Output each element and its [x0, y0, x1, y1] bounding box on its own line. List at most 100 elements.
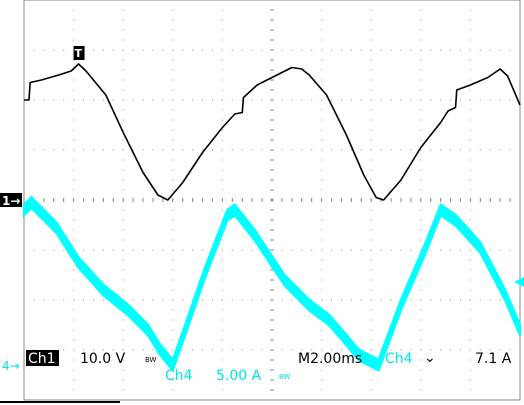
grid-dot [172, 239, 174, 241]
grid-dot [142, 99, 144, 101]
grid-dot [122, 39, 124, 41]
grid-dot [172, 179, 174, 181]
grid-dot [469, 39, 471, 41]
ch4-label: Ch4 [165, 368, 193, 384]
grid-dot [122, 269, 124, 271]
grid-dot [211, 299, 213, 301]
grid-dot [440, 99, 442, 101]
axis-tick [301, 198, 303, 202]
axis-tick [400, 198, 402, 202]
grid-dot [459, 49, 461, 51]
grid-dot [509, 49, 511, 51]
grid-dot [321, 9, 323, 11]
grid-dot [420, 169, 422, 171]
grid-dot [400, 149, 402, 151]
grid-dot [321, 289, 323, 291]
grid-dot [73, 209, 75, 211]
grid-dot [321, 369, 323, 371]
grid-dot [221, 289, 223, 291]
grid-dot [142, 249, 144, 251]
grid-dot [380, 49, 382, 51]
grid-dot [122, 89, 124, 91]
grid-dot [331, 49, 333, 51]
grid-dot [221, 29, 223, 31]
grid-dot [440, 249, 442, 251]
ch1-bandwidth-limit: BW [145, 356, 157, 364]
grid-dot [390, 249, 392, 251]
grid-dot [251, 49, 253, 51]
grid-dot [122, 259, 124, 261]
grid-dot [380, 99, 382, 101]
axis-tick [270, 359, 274, 361]
grid-dot [420, 229, 422, 231]
grid-dot [73, 359, 75, 361]
grid-dot [63, 349, 65, 351]
grid-dot [231, 49, 233, 51]
grid-dot [221, 139, 223, 141]
grid-dot [122, 59, 124, 61]
grid-dot [469, 109, 471, 111]
grid-dot [420, 329, 422, 331]
grid-dot [73, 279, 75, 281]
grid-dot [221, 319, 223, 321]
grid-dot [469, 69, 471, 71]
ch4-marker-label: 4→ [2, 359, 20, 373]
grid-dot [261, 99, 263, 101]
axis-tick [221, 198, 223, 202]
grid-dot [420, 269, 422, 271]
grid-dot [122, 369, 124, 371]
grid-dot [380, 299, 382, 301]
grid-dot [241, 49, 243, 51]
grid-dot [420, 189, 422, 191]
grid-dot [489, 149, 491, 151]
grid-dot [83, 99, 85, 101]
axis-tick [73, 198, 75, 202]
grid-dot [370, 49, 372, 51]
grid-dot [469, 189, 471, 191]
grid-dot [122, 139, 124, 141]
grid-dot [469, 49, 471, 51]
grid-dot [321, 229, 323, 231]
grid-dot [53, 49, 55, 51]
axis-tick [331, 198, 333, 202]
grid-dot [410, 249, 412, 251]
grid-dot [331, 299, 333, 301]
axis-tick [122, 198, 124, 202]
grid-dot [370, 259, 372, 261]
grid-dot [410, 299, 412, 301]
grid-dot [459, 99, 461, 101]
grid-dot [420, 339, 422, 341]
traces [23, 63, 522, 373]
grid-dot [469, 169, 471, 171]
axis-tick [241, 198, 243, 202]
grid-dot [122, 109, 124, 111]
trigger-slope-icon: ⌄ [424, 350, 436, 366]
grid-dot [202, 299, 204, 301]
grid-dot [142, 149, 144, 151]
grid-dot [221, 149, 223, 151]
grid-dot [73, 319, 75, 321]
grid-dot [479, 349, 481, 351]
grid-dot [311, 149, 313, 151]
grid-dot [172, 29, 174, 31]
grid-dot [479, 149, 481, 151]
grid-dot [73, 39, 75, 41]
grid-dot [142, 49, 144, 51]
axis-tick [489, 198, 491, 202]
graticule-border [23, 0, 521, 401]
grid-dot [469, 299, 471, 301]
grid-dot [499, 149, 501, 151]
grid-dot [509, 99, 511, 101]
grid-dot [420, 79, 422, 81]
grid-dot [420, 59, 422, 61]
grid-dot [202, 249, 204, 251]
grid-dot [350, 99, 352, 101]
grid-dot [321, 299, 323, 301]
axis-tick [231, 198, 233, 202]
grid-dot [311, 299, 313, 301]
grid-dot [53, 149, 55, 151]
grid-dot [420, 279, 422, 281]
grid-dot [73, 189, 75, 191]
grid-dot [479, 99, 481, 101]
grid-dot [231, 349, 233, 351]
